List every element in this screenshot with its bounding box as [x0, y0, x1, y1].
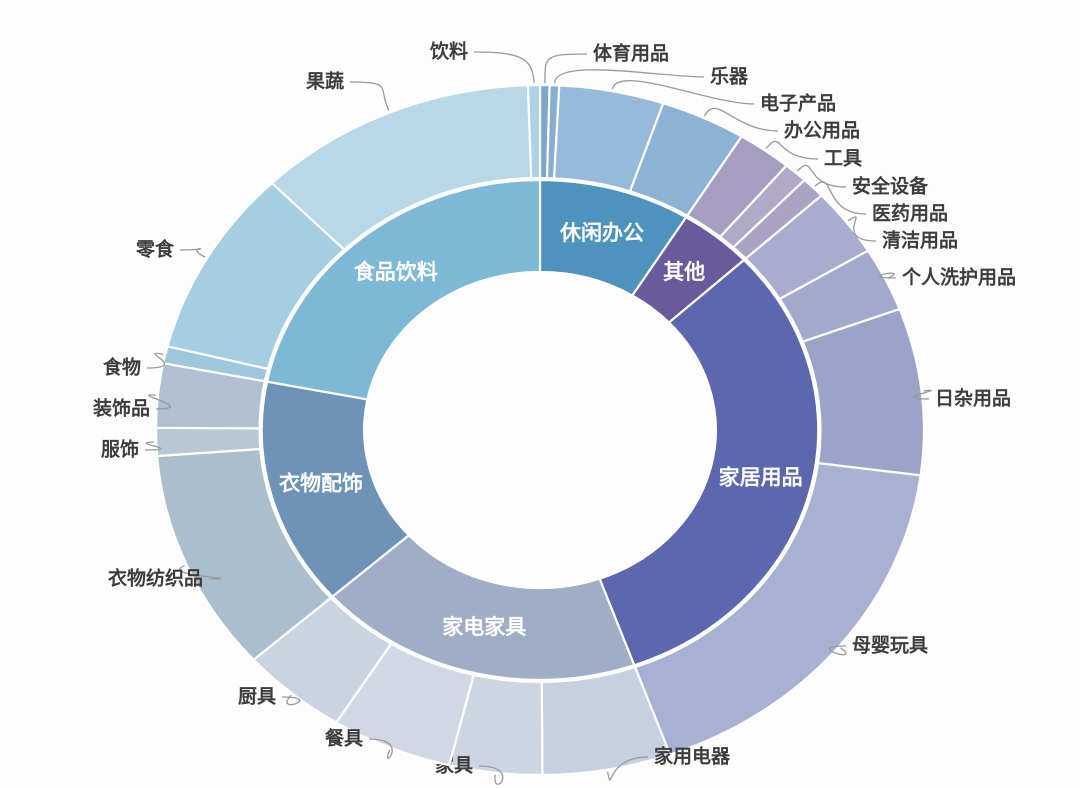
inner-label-food-beverage: 食品饮料 — [354, 260, 438, 284]
outer-label-musical-instruments: 乐器 — [710, 66, 749, 88]
label-leader-decorations — [148, 394, 172, 410]
inner-label-other: 其他 — [663, 260, 705, 284]
label-leader-office-supplies — [703, 107, 779, 132]
label-leader-electronics — [611, 80, 755, 105]
inner-label-appliances-furniture: 家电家具 — [442, 615, 526, 639]
inner-segment-appliances-furniture[interactable] — [331, 534, 636, 682]
label-leader-personal-care — [879, 272, 897, 279]
outer-label-snacks: 零食 — [135, 238, 175, 261]
outer-label-tools: 工具 — [824, 148, 862, 170]
label-leader-baby-toys — [829, 645, 847, 656]
label-leader-beverages — [473, 51, 535, 84]
outer-label-food: 食物 — [103, 356, 141, 379]
label-leader-apparel — [144, 441, 162, 451]
label-leader-tools — [765, 140, 819, 160]
label-leader-clothing-textiles — [179, 565, 222, 580]
label-leader-kitchenware — [281, 694, 301, 706]
outer-label-baby-toys: 母婴玩具 — [852, 635, 928, 657]
label-leader-musical-instruments — [553, 69, 705, 84]
label-leader-snacks — [179, 248, 206, 258]
outer-label-office-supplies: 办公用品 — [784, 119, 860, 142]
inner-label-clothing-accessories: 衣物配饰 — [279, 471, 363, 495]
outer-label-fruits-vegetables: 果蔬 — [305, 70, 344, 93]
label-leader-home-appliances — [606, 756, 649, 781]
outer-label-clothing-textiles: 衣物纺织品 — [108, 567, 203, 590]
label-leader-furniture — [478, 765, 504, 785]
outer-label-cleaning-supplies: 清洁用品 — [882, 229, 958, 252]
outer-label-decorations: 装饰品 — [92, 397, 150, 420]
outer-label-safety-equipment: 安全设备 — [852, 175, 929, 198]
outer-label-beverages: 饮料 — [429, 40, 468, 63]
inner-segment-food-beverage[interactable] — [265, 178, 542, 401]
outer-label-medical-supplies: 医药用品 — [872, 202, 948, 225]
label-leader-cleaning-supplies — [847, 216, 877, 242]
label-leader-food — [146, 352, 166, 369]
outer-label-kitchenware: 厨具 — [238, 686, 276, 708]
outer-label-apparel: 服饰 — [101, 438, 139, 461]
label-leader-sports-goods — [544, 53, 588, 84]
outer-label-daily-sundries: 日杂用品 — [935, 388, 1011, 410]
inner-label-leisure-office: 休闲办公 — [559, 222, 644, 245]
outer-label-electronics: 电子产品 — [760, 92, 836, 115]
label-leader-medical-supplies — [814, 181, 867, 215]
outer-label-sports-goods: 体育用品 — [593, 42, 669, 65]
label-leader-safety-equipment — [796, 164, 847, 188]
inner-label-home-goods: 家居用品 — [719, 466, 803, 490]
outer-segment-beverages[interactable] — [526, 83, 542, 180]
label-leader-daily-sundries — [913, 389, 932, 400]
inner-segment-home-goods[interactable] — [598, 258, 820, 667]
outer-label-tableware: 餐具 — [325, 727, 363, 750]
label-leader-tableware — [368, 738, 393, 759]
outer-label-personal-care: 个人洗护用品 — [901, 266, 1016, 289]
label-leader-fruits-vegetables — [349, 81, 390, 111]
outer-label-home-appliances: 家用电器 — [654, 745, 731, 768]
